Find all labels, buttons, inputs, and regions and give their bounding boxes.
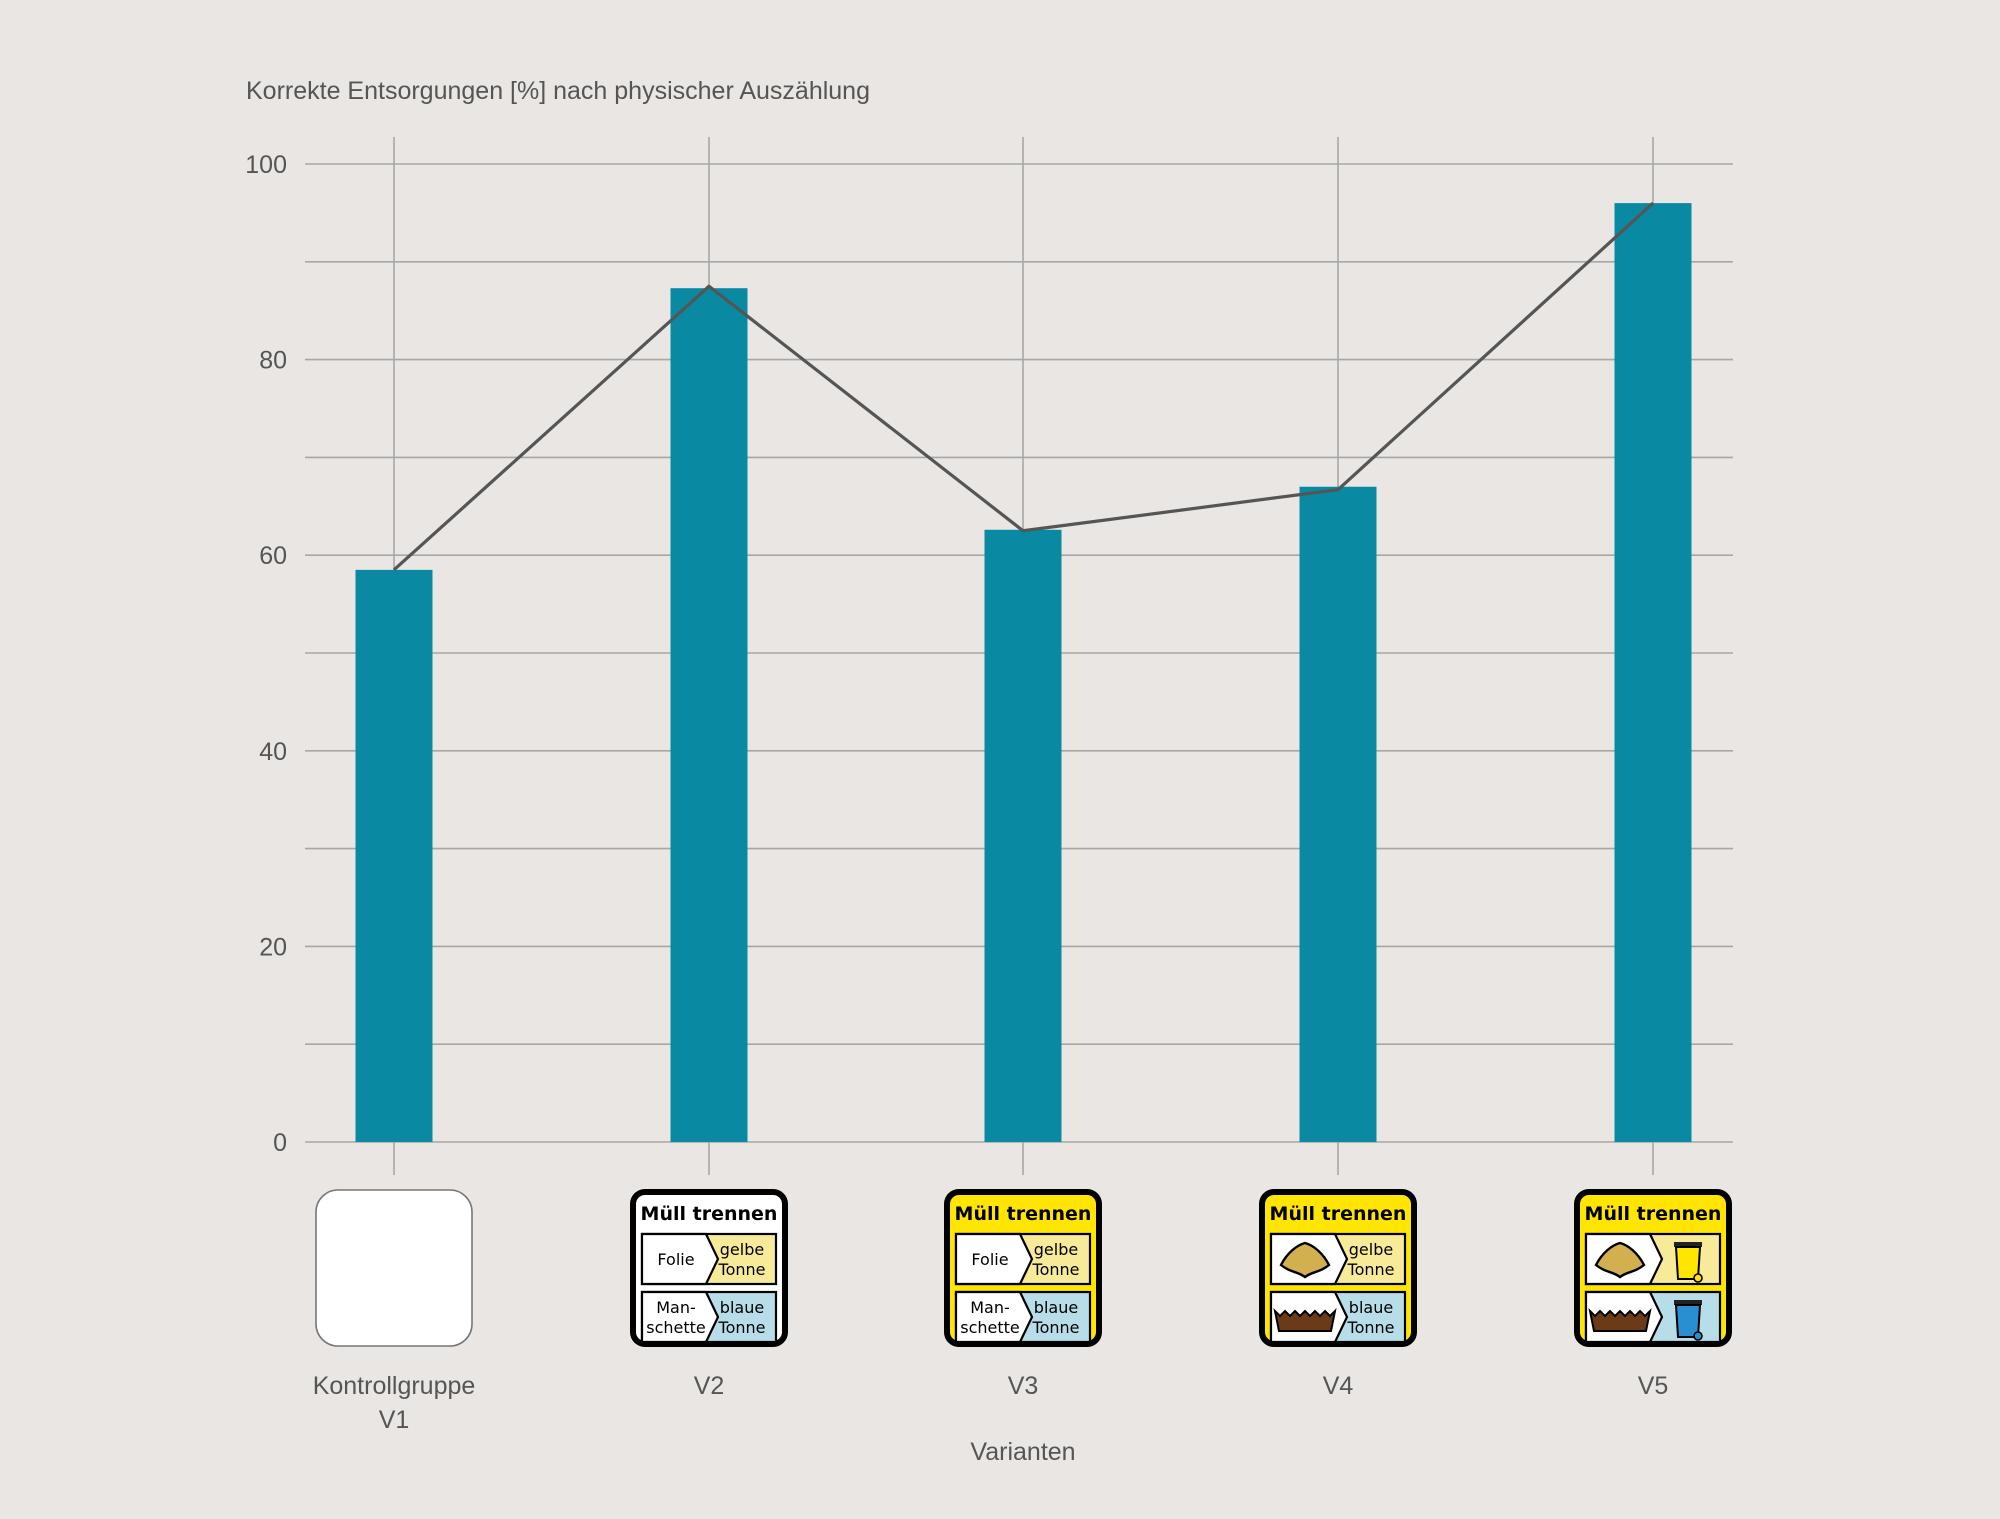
sign-right-text: blaue — [1034, 1298, 1078, 1317]
bar — [355, 569, 433, 1142]
sign-right-text: Tonne — [718, 1260, 766, 1279]
sign-v2: Müll trennenFoliegelbeTonneMan-schettebl… — [630, 1189, 788, 1347]
y-tick-label: 20 — [259, 933, 287, 961]
sign-icons: Müll trennenFoliegelbeTonneMan-schettebl… — [315, 1189, 1732, 1347]
sign-title: Müll trennen — [641, 1203, 778, 1225]
sign-title: Müll trennen — [1270, 1203, 1407, 1225]
sign-right-text: Tonne — [1347, 1260, 1395, 1279]
sign-left-text: Man- — [656, 1298, 696, 1317]
sign-title: Müll trennen — [955, 1203, 1092, 1225]
blank-sign — [315, 1189, 473, 1347]
y-tick-label: 100 — [245, 151, 287, 179]
y-tick-labels: 0 20 40 60 80 100 — [245, 151, 287, 1157]
y-tick-label: 0 — [273, 1129, 287, 1157]
sign-arrow — [640, 1290, 720, 1344]
bar — [1614, 203, 1692, 1142]
y-tick-label: 80 — [259, 347, 287, 375]
sign-arrow — [640, 1232, 720, 1286]
sign-title: Müll trennen — [1585, 1203, 1722, 1225]
bar — [1299, 486, 1377, 1142]
y-axis-label: Korrekte Entsorgungen [%] nach physische… — [246, 77, 870, 105]
sign-right-text: Tonne — [1032, 1318, 1080, 1337]
blue-bin-icon — [1674, 1300, 1703, 1341]
yellow-bin-icon — [1674, 1242, 1703, 1283]
x-tick-label: V3 — [1008, 1372, 1039, 1400]
x-tick-label: V4 — [1323, 1372, 1354, 1400]
sign-left-text: schette — [646, 1318, 706, 1337]
x-tick-label: V2 — [694, 1372, 725, 1400]
x-tick-label: V5 — [1638, 1372, 1669, 1400]
sign-arrow — [954, 1232, 1034, 1286]
bars — [355, 203, 1692, 1142]
sign-right-text: gelbe — [720, 1240, 764, 1259]
x-tick-labels: Kontrollgruppe V1 V2 V3 V4 V5 — [313, 1372, 1669, 1434]
sign-v3: Müll trennenFoliegelbeTonneMan-schettebl… — [944, 1189, 1102, 1347]
y-tick-label: 60 — [259, 542, 287, 570]
sign-right-text: Tonne — [1347, 1318, 1395, 1337]
foil-bag-icon — [1279, 1241, 1331, 1279]
y-tick-label: 40 — [259, 738, 287, 766]
sign-v5: Müll trennen — [1574, 1189, 1732, 1347]
bar — [984, 529, 1062, 1142]
trend-line — [392, 201, 1655, 572]
sign-right-text: blaue — [1349, 1298, 1393, 1317]
cuff-icon — [1273, 1307, 1337, 1332]
sign-right-text: gelbe — [1349, 1240, 1393, 1259]
sign-left-text: schette — [960, 1318, 1020, 1337]
series-line — [392, 201, 1655, 572]
bar — [670, 288, 748, 1142]
x-tick-label: Kontrollgruppe V1 — [313, 1372, 476, 1434]
sign-right-text: Tonne — [1032, 1260, 1080, 1279]
sign-left-text: Folie — [971, 1250, 1008, 1269]
sign-left-text: Man- — [970, 1298, 1010, 1317]
sign-right-text: gelbe — [1034, 1240, 1078, 1259]
x-axis-label: Varianten — [970, 1438, 1075, 1466]
sign-arrow — [954, 1290, 1034, 1344]
cuff-icon — [1588, 1307, 1652, 1332]
sign-right-text: Tonne — [718, 1318, 766, 1337]
sign-right-text: blaue — [720, 1298, 764, 1317]
foil-bag-icon — [1594, 1241, 1646, 1279]
sign-left-text: Folie — [657, 1250, 694, 1269]
sign-v1 — [315, 1189, 473, 1347]
